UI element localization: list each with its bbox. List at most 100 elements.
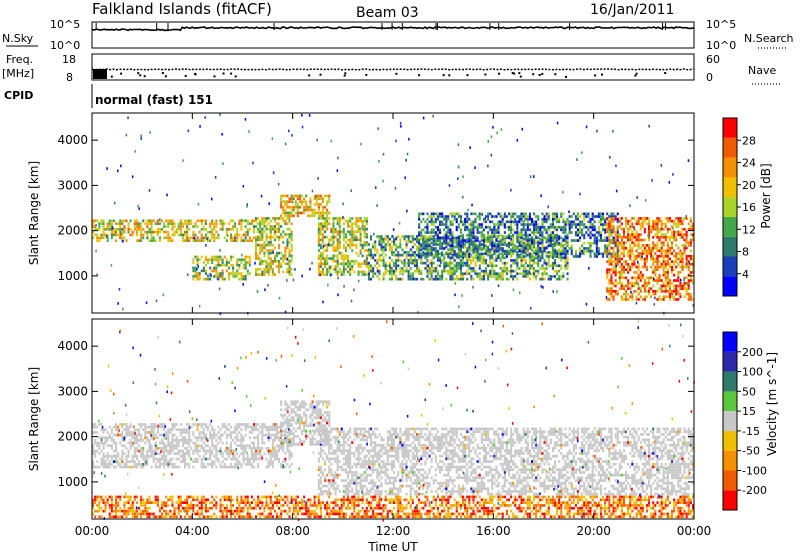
- echo-cell: [138, 431, 141, 434]
- echo-cell: [353, 262, 356, 266]
- echo-cell: [422, 253, 425, 257]
- echo-cell: [181, 455, 184, 458]
- echo-cell: [612, 225, 615, 228]
- echo-cell: [454, 293, 456, 297]
- echo-cell: [382, 256, 385, 260]
- echo-cell: [361, 243, 364, 247]
- echo-cell: [146, 463, 149, 466]
- echo-cell: [338, 227, 341, 231]
- echo-cell: [117, 428, 120, 432]
- echo-cell: [280, 262, 283, 266]
- echo-cell: [246, 457, 249, 461]
- echo-cell: [367, 272, 370, 276]
- echo-cell: [194, 441, 197, 445]
- echo-cell: [125, 423, 128, 426]
- echo-cell: [177, 449, 180, 453]
- echo-cell: [154, 433, 157, 437]
- echo-cell: [413, 237, 416, 241]
- echo-cell: [378, 240, 381, 244]
- echo-cell: [384, 243, 387, 246]
- noise-search-label: N.Search: [744, 32, 794, 45]
- echo-cell: [616, 220, 619, 224]
- echo-cell: [560, 225, 563, 229]
- echo-cell: [426, 252, 429, 256]
- echo-cell: [593, 233, 596, 237]
- echo-cell: [491, 275, 494, 278]
- echo-cell: [236, 423, 239, 426]
- echo-cell: [622, 241, 625, 245]
- echo-cell: [282, 219, 285, 223]
- echo-cell: [648, 281, 651, 285]
- echo-cell: [290, 222, 293, 226]
- echo-cell: [455, 241, 458, 245]
- echo-cell: [470, 231, 473, 234]
- echo-cell: [535, 228, 538, 232]
- echo-cell: [510, 251, 513, 254]
- echo-cell: [338, 235, 341, 239]
- colorbar-segment: [723, 137, 737, 158]
- echo-cell: [336, 270, 339, 274]
- echo-cell: [373, 232, 375, 236]
- echo-cell: [629, 254, 632, 258]
- echo-cell: [597, 252, 600, 256]
- echo-cell: [510, 275, 513, 278]
- echo-cell: [271, 227, 274, 231]
- echo-cell: [236, 272, 239, 275]
- echo-cell: [447, 215, 450, 218]
- echo-cell: [652, 254, 655, 258]
- echo-cell: [278, 267, 281, 271]
- echo-cell: [639, 246, 642, 250]
- echo-cell: [637, 222, 640, 226]
- echo-cell: [597, 212, 600, 216]
- echo-cell: [501, 220, 504, 224]
- echo-cell: [211, 222, 214, 225]
- echo-cell: [219, 463, 222, 466]
- echo-cell: [482, 277, 485, 281]
- echo-cell: [457, 241, 460, 245]
- echo-cell: [163, 236, 166, 240]
- echo-cell: [474, 236, 477, 240]
- echo-cell: [471, 203, 473, 207]
- echo-cell: [296, 208, 299, 212]
- echo-cell: [487, 245, 490, 249]
- echo-cell: [597, 220, 600, 224]
- echo-cell: [117, 228, 120, 231]
- echo-cell: [522, 220, 525, 224]
- echo-cell: [234, 431, 237, 434]
- echo-cell: [652, 292, 655, 296]
- echo-cell: [587, 220, 590, 224]
- echo-cell: [244, 263, 247, 267]
- echo-cell: [608, 260, 611, 263]
- echo-cell: [104, 463, 107, 466]
- echo-cell: [606, 260, 609, 263]
- echo-cell: [533, 225, 536, 229]
- echo-cell: [472, 244, 475, 248]
- echo-cell: [223, 431, 226, 434]
- echo-cell: [641, 238, 644, 242]
- echo-cell: [606, 249, 609, 253]
- echo-cell: [524, 233, 527, 237]
- echo-cell: [309, 205, 312, 209]
- echo-cell: [470, 223, 473, 226]
- echo-cell: [253, 436, 256, 440]
- echo-cell: [175, 465, 178, 469]
- echo-cell: [171, 233, 174, 237]
- echo-cell: [399, 253, 402, 257]
- noise-sky-line: [91, 26, 695, 32]
- echo-cell: [215, 266, 218, 270]
- echo-cell: [629, 265, 632, 269]
- echo-cell: [317, 265, 320, 268]
- echo-cell: [566, 256, 569, 260]
- echo-cell: [652, 244, 655, 247]
- echo-cell: [587, 212, 590, 216]
- echo-cell: [560, 252, 563, 256]
- echo-cell: [648, 244, 651, 247]
- echo-cell: [260, 194, 263, 198]
- echo-cell: [202, 261, 205, 264]
- echo-cell: [142, 457, 145, 461]
- echo-cell: [244, 449, 247, 453]
- echo-cell: [269, 267, 272, 271]
- echo-cell: [119, 228, 122, 231]
- echo-cell: [102, 228, 105, 231]
- echo-cell: [211, 433, 214, 437]
